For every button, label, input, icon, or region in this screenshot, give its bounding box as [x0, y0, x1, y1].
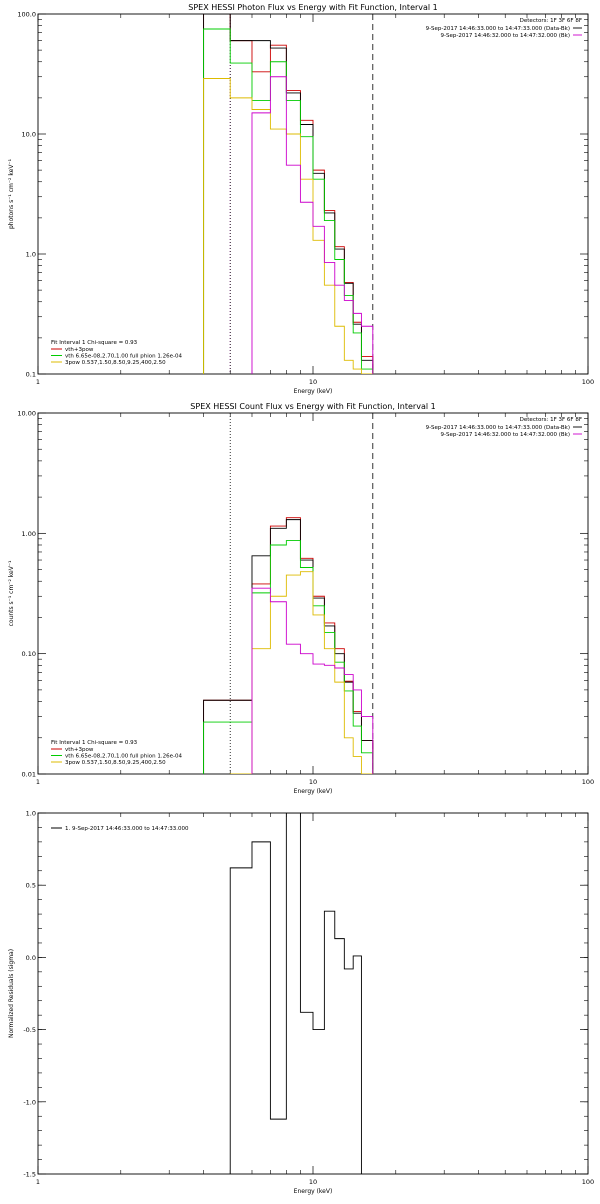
- plot-frame: [37, 812, 589, 1175]
- y-tick-label: 1.0: [26, 810, 36, 818]
- x-axis-label: Energy (keV): [294, 788, 333, 795]
- y-tick-label: 0.0: [26, 954, 36, 962]
- legend-interval-label: 9-Sep-2017 14:46:32.000 to 14:47:32.000 …: [441, 33, 571, 39]
- legend-interval-label: 9-Sep-2017 14:46:33.000 to 14:47:33.000 …: [426, 26, 570, 32]
- series-4-line: [203, 78, 374, 374]
- x-tick-label: 100: [582, 778, 594, 786]
- x-tick-label: 10: [309, 378, 317, 386]
- y-tick-label: 0.5: [26, 882, 36, 890]
- x-tick-label: 100: [582, 1178, 594, 1186]
- legend-fit-entry: vth 6.65e-08,2.70,1.00 full phion 1.26e-…: [65, 754, 182, 760]
- series-5-line: [251, 76, 374, 374]
- series-1-line: [229, 813, 362, 1174]
- y-axis-label: Normalized Residuals (sigma): [8, 949, 15, 1038]
- x-tick-label: 10: [309, 1178, 317, 1186]
- series-3-line: [203, 540, 374, 774]
- chart-title: SPEX HESSI Count Flux vs Energy with Fit…: [190, 402, 435, 411]
- series-group: [203, 14, 374, 374]
- series-5-line: [251, 587, 374, 774]
- y-tick-label: 0.01: [22, 771, 36, 779]
- legend-interval-label: 9-Sep-2017 14:46:32.000 to 14:47:32.000 …: [441, 432, 571, 438]
- x-axis-label: Energy (keV): [294, 388, 333, 395]
- series-1-line: [203, 14, 374, 374]
- y-tick-label: -1.0: [23, 1098, 36, 1106]
- legend-fit-entry: vth+3pow: [65, 347, 94, 353]
- x-tick-label: 1: [36, 378, 40, 386]
- y-tick-label: -1.5: [23, 1171, 36, 1179]
- y-tick-label: 1.0: [26, 251, 36, 259]
- panel-1: SPEX HESSI Photon Flux vs Energy with Fi…: [8, 3, 594, 395]
- y-tick-label: 10.00: [17, 410, 36, 418]
- series-3-line: [203, 28, 374, 374]
- legend-interval-label: 9-Sep-2017 14:46:33.000 to 14:47:33.000 …: [426, 425, 570, 431]
- panel-2: SPEX HESSI Count Flux vs Energy with Fit…: [8, 402, 594, 795]
- legend-fit-entry: vth 6.65e-08,2.70,1.00 full phion 1.26e-…: [65, 354, 182, 360]
- legend-fit-title: Fit Interval 1 Chi-square = 0.93: [51, 340, 138, 346]
- y-tick-label: 1.00: [22, 530, 36, 538]
- legend-fit-entry: 3pow 0.537,1.50,8.50,9.25,400,2.50: [65, 360, 166, 366]
- series-2-line: [203, 14, 374, 374]
- y-tick-label: 100.0: [17, 11, 36, 19]
- series-group: [203, 517, 374, 774]
- y-axis-label: photons s⁻¹ cm⁻² keV⁻¹: [8, 158, 15, 229]
- x-tick-label: 100: [582, 378, 594, 386]
- x-tick-label: 1: [36, 1178, 40, 1186]
- x-axis-label: Energy (keV): [294, 1188, 333, 1195]
- y-tick-label: 0.1: [26, 371, 36, 379]
- series-group: [229, 813, 362, 1174]
- y-tick-label: 10.0: [22, 131, 36, 139]
- panel-3: 1 10 100 Energy (keV) -1.5 -1.0 -0.5 0.0 0.5 1.0 N…: [8, 810, 594, 1196]
- y-axis-label: counts s⁻¹ cm⁻² keV⁻¹: [8, 560, 15, 626]
- series-1-line: [203, 517, 374, 774]
- x-tick-label: 10: [309, 778, 317, 786]
- chart-title: SPEX HESSI Photon Flux vs Energy with Fi…: [188, 3, 438, 12]
- legend-fit-title: Fit Interval 1 Chi-square = 0.93: [51, 740, 138, 746]
- x-tick-label: 1: [36, 778, 40, 786]
- legend-residual-entry: 1. 9-Sep-2017 14:46:33.000 to 14:47:33.0…: [65, 826, 189, 832]
- y-tick-label: -0.5: [23, 1026, 36, 1034]
- legend-fit-entry: vth+3pow: [65, 747, 94, 753]
- legend-fit-entry: 3pow 0.537,1.50,8.50,9.25,400,2.50: [65, 760, 166, 766]
- legend-detectors: Detectors: 1F 3F 6F 8F: [520, 417, 582, 423]
- series-4-line: [229, 571, 374, 774]
- legend-detectors: Detectors: 1F 3F 6F 8F: [520, 18, 582, 24]
- y-tick-label: 0.10: [22, 650, 36, 658]
